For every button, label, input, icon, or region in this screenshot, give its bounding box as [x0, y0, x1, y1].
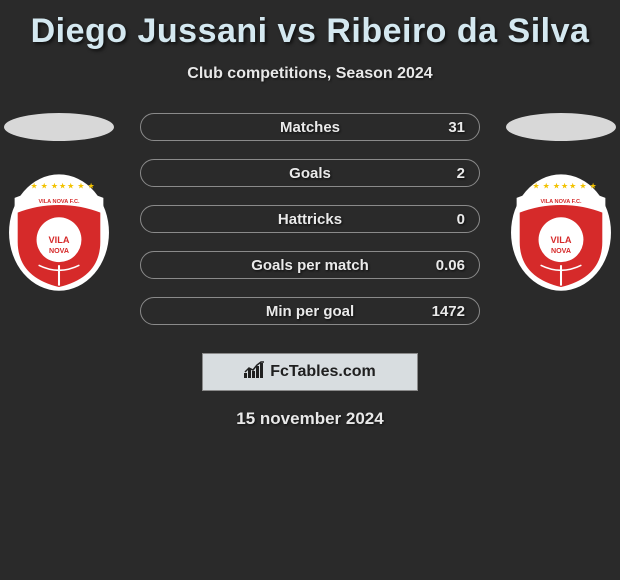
club-crest-left: VILA NOVA ★★★★★★★ VILA NOVA F.C.: [8, 168, 110, 291]
comparison-area: VILA NOVA ★★★★★★★ VILA NOVA F.C. VILA NO…: [0, 113, 620, 343]
page-subtitle: Club competitions, Season 2024: [0, 65, 620, 83]
stat-label: Goals: [141, 160, 479, 188]
stats-list: Matches31 Goals2 Hattricks0 Goals per match…: [140, 113, 480, 343]
svg-text:★: ★: [88, 182, 95, 191]
svg-text:★: ★: [543, 182, 550, 191]
player-avatar-left: [4, 113, 114, 141]
svg-text:★: ★: [77, 182, 84, 191]
stat-bar: Goals per match0.06: [140, 251, 480, 279]
svg-text:★: ★: [532, 182, 539, 191]
brand-label: FcTables.com: [270, 363, 376, 381]
svg-text:VILA: VILA: [551, 235, 572, 245]
stat-bar: Goals2: [140, 159, 480, 187]
stat-label: Hattricks: [141, 206, 479, 234]
player-avatar-right: [506, 113, 616, 141]
brand-box[interactable]: FcTables.com: [202, 353, 418, 391]
svg-text:★: ★: [590, 182, 597, 191]
svg-text:★: ★: [553, 182, 560, 191]
stat-value: 0.06: [436, 252, 465, 280]
svg-text:★: ★: [51, 182, 58, 191]
svg-text:★: ★: [30, 182, 37, 191]
svg-text:★: ★: [561, 182, 568, 191]
svg-text:★: ★: [41, 182, 48, 191]
svg-text:VILA NOVA F.C.: VILA NOVA F.C.: [38, 199, 80, 205]
stat-label: Matches: [141, 114, 479, 142]
svg-text:VILA: VILA: [49, 235, 70, 245]
chart-icon: [244, 361, 266, 384]
svg-text:★: ★: [569, 182, 576, 191]
stat-value: 0: [457, 206, 465, 234]
svg-text:NOVA: NOVA: [49, 247, 69, 255]
stat-bar: Matches31: [140, 113, 480, 141]
stat-bar: Min per goal1472: [140, 297, 480, 325]
svg-text:★: ★: [579, 182, 586, 191]
stat-value: 1472: [432, 298, 465, 326]
stat-value: 31: [448, 114, 465, 142]
club-crest-right: VILA NOVA ★★★★★★★ VILA NOVA F.C.: [510, 168, 612, 291]
stat-label: Goals per match: [141, 252, 479, 280]
stat-label: Min per goal: [141, 298, 479, 326]
svg-text:VILA NOVA F.C.: VILA NOVA F.C.: [540, 199, 582, 205]
stat-value: 2: [457, 160, 465, 188]
svg-text:NOVA: NOVA: [551, 247, 571, 255]
svg-text:★: ★: [59, 182, 66, 191]
comparison-date: 15 november 2024: [0, 409, 620, 429]
stat-bar: Hattricks0: [140, 205, 480, 233]
svg-text:★: ★: [67, 182, 74, 191]
page-title: Diego Jussani vs Ribeiro da Silva: [0, 0, 620, 51]
